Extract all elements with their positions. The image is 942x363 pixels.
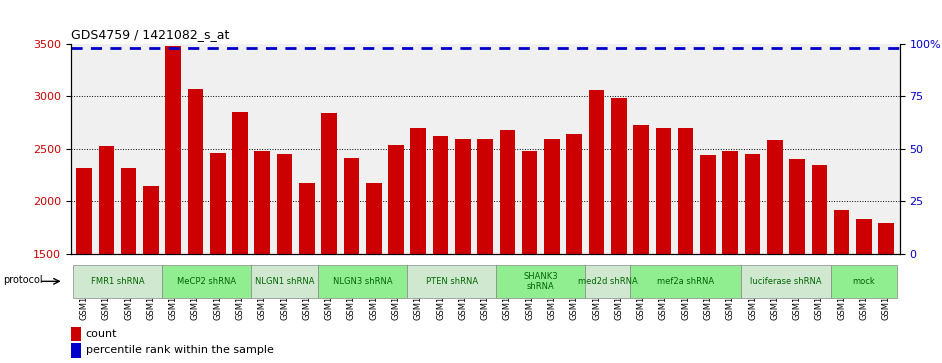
FancyBboxPatch shape [407,265,496,298]
FancyBboxPatch shape [630,265,741,298]
Bar [656,128,672,363]
Bar [455,139,471,363]
FancyBboxPatch shape [162,265,252,298]
FancyBboxPatch shape [252,265,318,298]
Bar [321,113,337,363]
Bar [589,90,605,363]
Bar [99,146,114,363]
Bar [71,327,81,341]
Bar [745,154,760,363]
Text: protocol: protocol [4,274,43,285]
Bar [834,210,850,363]
Bar [633,125,649,363]
Bar [478,139,493,363]
Bar [432,136,448,363]
Bar [678,128,693,363]
Bar [411,128,426,363]
FancyBboxPatch shape [496,265,585,298]
Text: NLGN3 shRNA: NLGN3 shRNA [333,277,393,286]
Bar [76,168,91,363]
FancyBboxPatch shape [741,265,831,298]
FancyBboxPatch shape [585,265,630,298]
Bar [233,112,248,363]
Text: luciferase shRNA: luciferase shRNA [750,277,821,286]
Bar [344,158,359,363]
Bar [700,155,716,363]
Bar [71,343,81,358]
Bar [166,46,181,363]
Bar [879,223,894,363]
Bar [856,219,871,363]
Bar [143,186,158,363]
Text: mef2a shRNA: mef2a shRNA [658,277,714,286]
Text: mock: mock [853,277,875,286]
Bar [767,140,783,363]
Bar [566,134,582,363]
Bar [789,159,804,363]
Text: med2d shRNA: med2d shRNA [577,277,638,286]
Bar [723,151,738,363]
Text: FMR1 shRNA: FMR1 shRNA [90,277,144,286]
Text: SHANK3
shRNA: SHANK3 shRNA [524,272,559,291]
Bar [499,130,515,363]
Bar [299,183,315,363]
FancyBboxPatch shape [73,265,162,298]
Bar [210,153,225,363]
Bar [121,168,137,363]
Text: count: count [86,329,117,339]
Text: percentile rank within the sample: percentile rank within the sample [86,345,273,355]
Bar [187,89,203,363]
Bar [388,144,404,363]
Text: PTEN shRNA: PTEN shRNA [426,277,478,286]
Text: MeCP2 shRNA: MeCP2 shRNA [177,277,236,286]
Text: GDS4759 / 1421082_s_at: GDS4759 / 1421082_s_at [71,28,229,41]
Text: NLGN1 shRNA: NLGN1 shRNA [255,277,315,286]
Bar [277,154,292,363]
Bar [522,151,538,363]
FancyBboxPatch shape [831,265,898,298]
Bar [254,151,270,363]
FancyBboxPatch shape [318,265,407,298]
Bar [365,183,382,363]
Bar [544,139,560,363]
Bar [812,165,827,363]
Bar [611,98,626,363]
